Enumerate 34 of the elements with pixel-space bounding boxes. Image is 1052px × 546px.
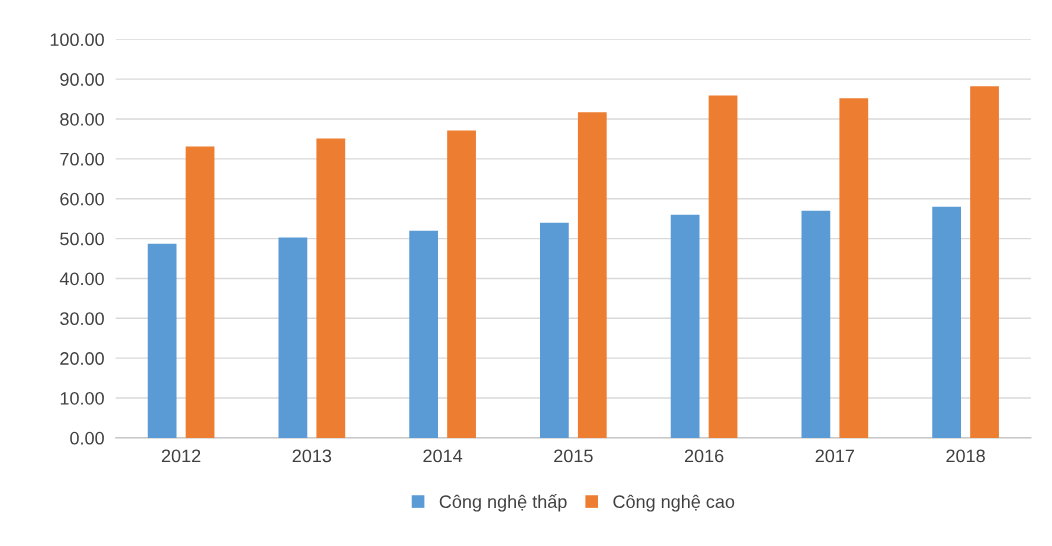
bar: [839, 98, 869, 438]
bar: [540, 222, 569, 438]
y-tick-label: 40.00: [59, 272, 104, 286]
y-tick-label: 30.00: [60, 312, 104, 326]
y-tick-label: 100.00: [50, 33, 104, 47]
x-tick-label: 2014: [423, 449, 463, 463]
x-tick-label: 2012: [161, 449, 201, 463]
y-tick-label: 0.00: [70, 431, 104, 445]
bar: [970, 86, 999, 438]
legend-label: Công nghệ thấp: [439, 494, 567, 512]
y-tick-label: 80.00: [60, 112, 104, 126]
x-tick-label: 2016: [684, 449, 724, 463]
bar: [708, 95, 738, 438]
bar: [147, 243, 177, 438]
bar: [278, 237, 308, 438]
y-tick-label: 60.00: [60, 192, 104, 206]
y-tick-label: 90.00: [60, 73, 104, 86]
x-tick-label: 2015: [554, 449, 593, 463]
x-tick-label: 2013: [292, 449, 332, 463]
y-tick-label: 10.00: [60, 391, 104, 405]
bar: [932, 206, 962, 438]
bar: [801, 210, 831, 438]
legend-label: Công nghệ cao: [613, 494, 735, 512]
bar: [670, 214, 700, 438]
bar: [185, 146, 215, 438]
x-tick-label: 2017: [815, 449, 855, 463]
bar: [316, 138, 346, 438]
y-tick-label: 70.00: [60, 152, 104, 166]
y-tick-label: 50.00: [60, 232, 104, 246]
bar: [409, 230, 439, 438]
bar: [577, 112, 607, 438]
x-tick-label: 2018: [946, 449, 985, 463]
bar: [447, 130, 476, 438]
y-tick-label: 20.00: [60, 352, 104, 365]
